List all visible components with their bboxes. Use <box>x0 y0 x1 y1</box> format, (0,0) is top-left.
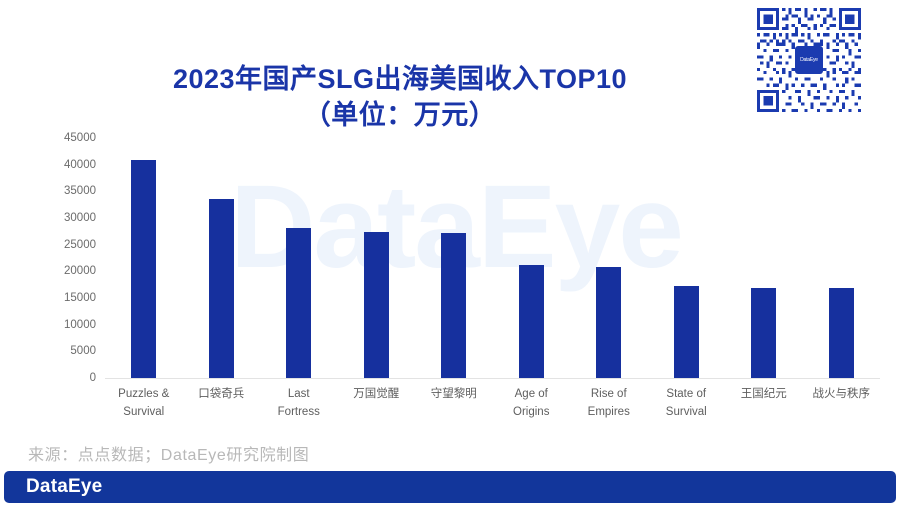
x-tick-label: 万国觉醒 <box>353 388 400 400</box>
qr-code[interactable]: DataEye <box>757 8 861 112</box>
y-tick-label: 10000 <box>64 318 96 331</box>
bar <box>441 233 467 378</box>
bar <box>208 198 234 378</box>
qr-center-logo: DataEye <box>795 46 823 74</box>
bar <box>363 232 389 378</box>
y-tick-label: 20000 <box>64 265 96 278</box>
x-tick-label: Last Fortress <box>277 388 320 418</box>
x-tick-label: Age of Origins <box>513 388 550 418</box>
chart-title-line1: 2023年国产SLG出海美国收入TOP10 <box>172 64 628 94</box>
y-tick-label: 0 <box>89 372 96 384</box>
bar <box>751 288 777 378</box>
chart-title-line2: （单位：万元） <box>303 99 497 130</box>
bar <box>828 287 854 378</box>
x-tick-label: Puzzles & Survival <box>118 388 170 418</box>
x-tick-label: 守望黎明 <box>430 388 477 400</box>
y-tick-label: 5000 <box>70 345 96 358</box>
y-axis-ticks: 0 5000 10000 15000 20000 25000 30000 35000 40000… <box>34 132 96 384</box>
x-tick-label: 战火与秩序 <box>812 388 871 400</box>
y-tick-label: 45000 <box>64 132 96 144</box>
bar <box>131 160 157 378</box>
x-tick-label: 口袋奇兵 <box>198 388 245 400</box>
y-tick-label: 35000 <box>64 185 96 198</box>
y-tick-label: 25000 <box>64 238 96 251</box>
bar <box>673 286 699 378</box>
y-tick-label: 15000 <box>64 292 96 304</box>
bar-chart: 0 5000 10000 15000 20000 25000 30000 35000 40000… <box>34 132 880 434</box>
plot-area <box>105 138 880 378</box>
bar <box>518 265 544 378</box>
x-axis-line <box>105 378 880 379</box>
bar <box>286 228 312 378</box>
footer-bar: DataEye <box>4 471 896 503</box>
footer-logo: DataEye <box>26 476 103 497</box>
source-note: 来源：点点数据；DataEye研究院制图 <box>28 447 310 464</box>
y-tick-label: 40000 <box>64 158 96 171</box>
x-tick-label: 王国纪元 <box>740 388 787 400</box>
x-tick-label: Rise of Empires <box>587 388 630 418</box>
bar <box>596 266 622 378</box>
x-tick-label: State of Survival <box>665 388 707 418</box>
x-axis-labels: Puzzles & Survival 口袋奇兵 Last Fortress 万国觉醒 守… <box>105 386 880 434</box>
qr-code-icon <box>757 8 861 112</box>
y-tick-label: 30000 <box>64 212 96 224</box>
chart-title: 2023年国产SLG出海美国收入TOP10 （单位：万元） <box>120 62 680 133</box>
